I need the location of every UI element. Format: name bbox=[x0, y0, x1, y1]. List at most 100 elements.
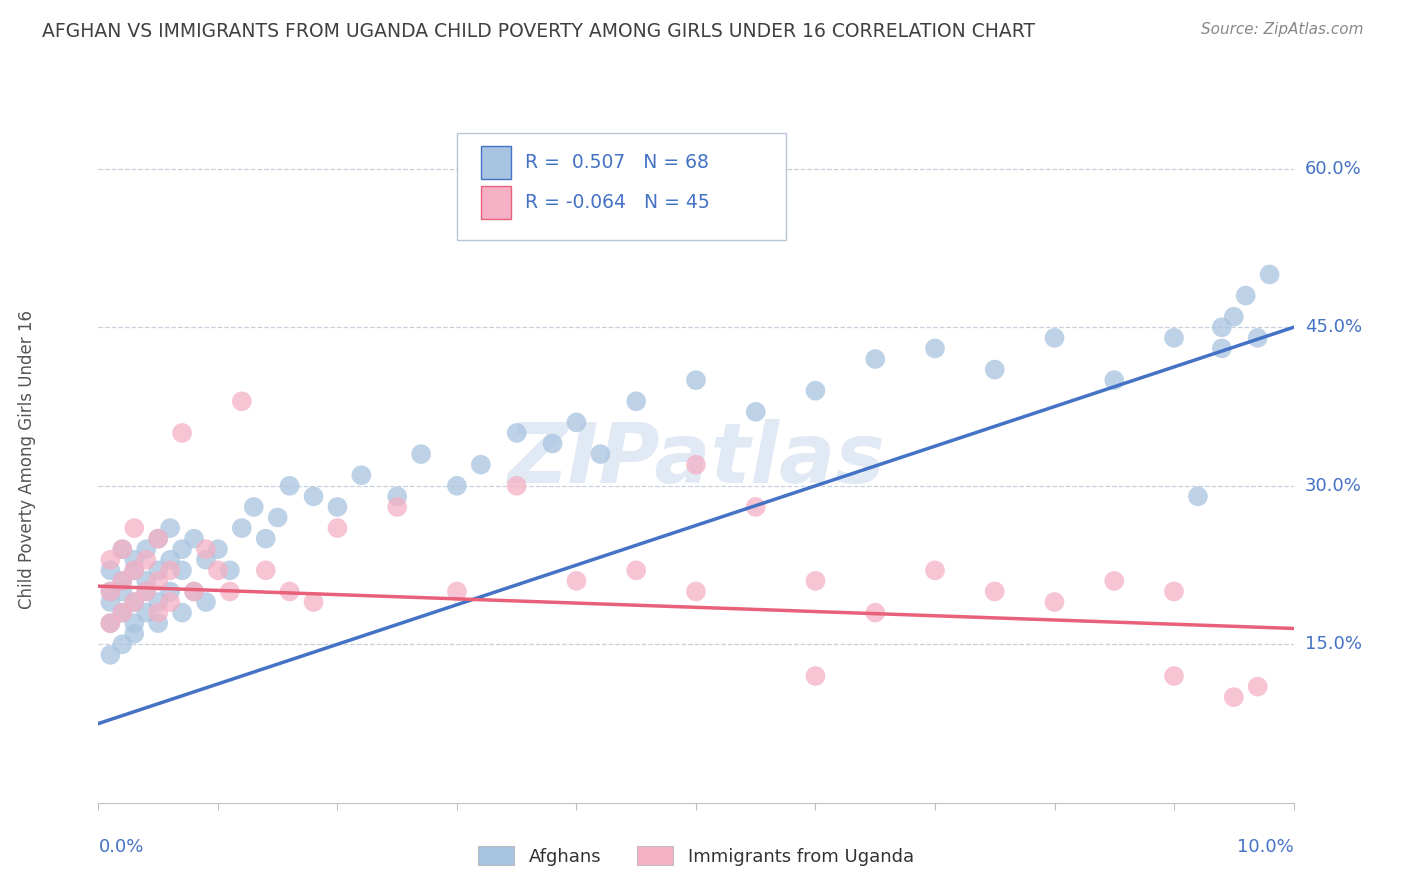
Point bbox=[135, 542, 157, 557]
Text: 30.0%: 30.0% bbox=[1305, 477, 1361, 495]
Point bbox=[624, 394, 647, 409]
Text: 15.0%: 15.0% bbox=[1305, 635, 1361, 653]
Point bbox=[565, 574, 588, 588]
Point bbox=[183, 584, 205, 599]
Point bbox=[231, 521, 253, 535]
Point bbox=[98, 648, 122, 662]
Point bbox=[98, 553, 122, 567]
Point bbox=[470, 458, 492, 472]
Point bbox=[1043, 331, 1066, 345]
Point bbox=[983, 362, 1005, 376]
Point bbox=[207, 542, 229, 557]
Point bbox=[98, 563, 122, 577]
Point bbox=[745, 405, 768, 419]
Point bbox=[135, 606, 157, 620]
Point bbox=[124, 521, 146, 535]
Point bbox=[135, 584, 157, 599]
Point bbox=[159, 521, 181, 535]
Point bbox=[685, 584, 707, 599]
Point bbox=[254, 563, 277, 577]
Point bbox=[804, 669, 827, 683]
Point bbox=[194, 553, 218, 567]
Point bbox=[278, 479, 301, 493]
Text: 10.0%: 10.0% bbox=[1237, 838, 1294, 855]
Point bbox=[565, 416, 588, 430]
Point bbox=[124, 563, 146, 577]
Point bbox=[924, 342, 946, 356]
Point bbox=[172, 542, 194, 557]
Legend: Afghans, Immigrants from Uganda: Afghans, Immigrants from Uganda bbox=[471, 839, 921, 872]
Point bbox=[350, 468, 373, 483]
Point bbox=[1247, 331, 1270, 345]
Point bbox=[302, 595, 325, 609]
Point bbox=[1187, 489, 1209, 503]
Point bbox=[385, 500, 409, 514]
Point bbox=[446, 479, 468, 493]
Point bbox=[111, 542, 134, 557]
Point bbox=[865, 606, 887, 620]
Point bbox=[148, 616, 170, 631]
Point bbox=[1223, 690, 1246, 705]
Point bbox=[98, 616, 122, 631]
Point bbox=[589, 447, 612, 461]
Point bbox=[243, 500, 266, 514]
Point bbox=[326, 500, 349, 514]
Point bbox=[983, 584, 1005, 599]
Text: AFGHAN VS IMMIGRANTS FROM UGANDA CHILD POVERTY AMONG GIRLS UNDER 16 CORRELATION : AFGHAN VS IMMIGRANTS FROM UGANDA CHILD P… bbox=[42, 22, 1035, 41]
Point bbox=[135, 584, 157, 599]
Point bbox=[506, 479, 529, 493]
Point bbox=[1104, 373, 1126, 387]
Point bbox=[98, 584, 122, 599]
Point bbox=[183, 532, 205, 546]
Text: Source: ZipAtlas.com: Source: ZipAtlas.com bbox=[1201, 22, 1364, 37]
Point bbox=[148, 532, 170, 546]
Point bbox=[148, 574, 170, 588]
FancyBboxPatch shape bbox=[457, 133, 786, 240]
Point bbox=[135, 553, 157, 567]
Point bbox=[326, 521, 349, 535]
Point bbox=[924, 563, 946, 577]
Point bbox=[124, 616, 146, 631]
Point bbox=[124, 626, 146, 640]
Point bbox=[1247, 680, 1270, 694]
Point bbox=[685, 373, 707, 387]
Text: 60.0%: 60.0% bbox=[1305, 160, 1361, 178]
Point bbox=[254, 532, 277, 546]
Point bbox=[278, 584, 301, 599]
Point bbox=[159, 584, 181, 599]
Point bbox=[1163, 669, 1185, 683]
FancyBboxPatch shape bbox=[481, 186, 510, 219]
Text: 0.0%: 0.0% bbox=[98, 838, 143, 855]
Point bbox=[124, 595, 146, 609]
Point bbox=[219, 584, 242, 599]
Point bbox=[1163, 331, 1185, 345]
Point bbox=[148, 532, 170, 546]
Point bbox=[624, 563, 647, 577]
Point bbox=[302, 489, 325, 503]
Point bbox=[98, 584, 122, 599]
Point bbox=[111, 606, 134, 620]
Point bbox=[159, 595, 181, 609]
Point bbox=[98, 595, 122, 609]
Point bbox=[685, 458, 707, 472]
Point bbox=[124, 553, 146, 567]
Point bbox=[745, 500, 768, 514]
Point bbox=[148, 606, 170, 620]
Point bbox=[865, 351, 887, 366]
Point bbox=[148, 563, 170, 577]
Point bbox=[1211, 320, 1233, 334]
Point bbox=[1104, 574, 1126, 588]
Point bbox=[183, 584, 205, 599]
Point bbox=[111, 584, 134, 599]
Point bbox=[804, 384, 827, 398]
Point bbox=[148, 595, 170, 609]
Point bbox=[124, 595, 146, 609]
Point bbox=[159, 563, 181, 577]
Point bbox=[231, 394, 253, 409]
Point bbox=[506, 425, 529, 440]
Point bbox=[111, 606, 134, 620]
Point bbox=[111, 574, 134, 588]
Point bbox=[135, 574, 157, 588]
Text: Child Poverty Among Girls Under 16: Child Poverty Among Girls Under 16 bbox=[18, 310, 35, 609]
Point bbox=[1234, 288, 1257, 302]
